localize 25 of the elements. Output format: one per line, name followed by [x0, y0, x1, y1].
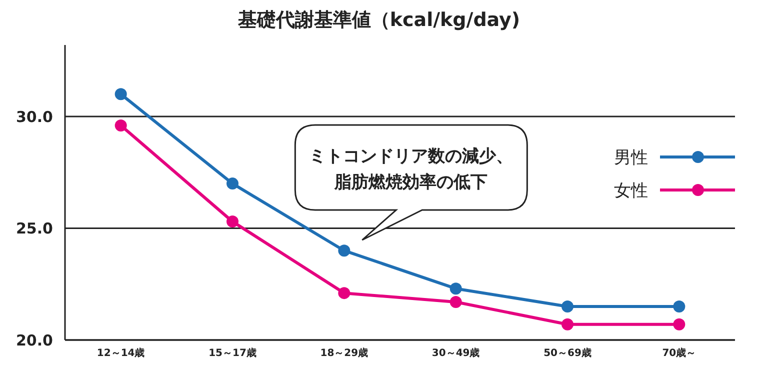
- point: [562, 300, 574, 312]
- legend-label: 女性: [614, 180, 648, 201]
- y-tick-label: 30.0: [16, 108, 53, 126]
- y-tick-label: 25.0: [16, 220, 53, 238]
- point: [338, 244, 350, 257]
- point: [450, 282, 462, 295]
- point: [226, 216, 238, 228]
- point: [673, 300, 686, 312]
- point: [673, 318, 686, 330]
- x-tick-label: 30～49歳: [432, 347, 480, 359]
- point: [114, 119, 127, 132]
- point: [226, 178, 238, 190]
- point: [114, 88, 127, 100]
- point: [562, 318, 574, 330]
- point: [338, 287, 350, 300]
- chart-title: 基礎代謝基準値（kcal/kg/day): [236, 9, 520, 31]
- point: [450, 296, 462, 308]
- x-tick-label: 70歳～: [662, 347, 696, 359]
- legend-label: 男性: [614, 148, 648, 168]
- x-tick-label: 12～14歳: [96, 347, 145, 359]
- y-tick-label: 20.0: [16, 331, 53, 350]
- x-tick-label: 18～29歳: [320, 347, 368, 359]
- annotation: ミトコンドリア数の減少、脂肪燃焼効率の低下: [309, 146, 514, 192]
- x-tick-label: 50～69歳: [544, 347, 592, 359]
- x-tick-label: 15～17歳: [208, 347, 256, 359]
